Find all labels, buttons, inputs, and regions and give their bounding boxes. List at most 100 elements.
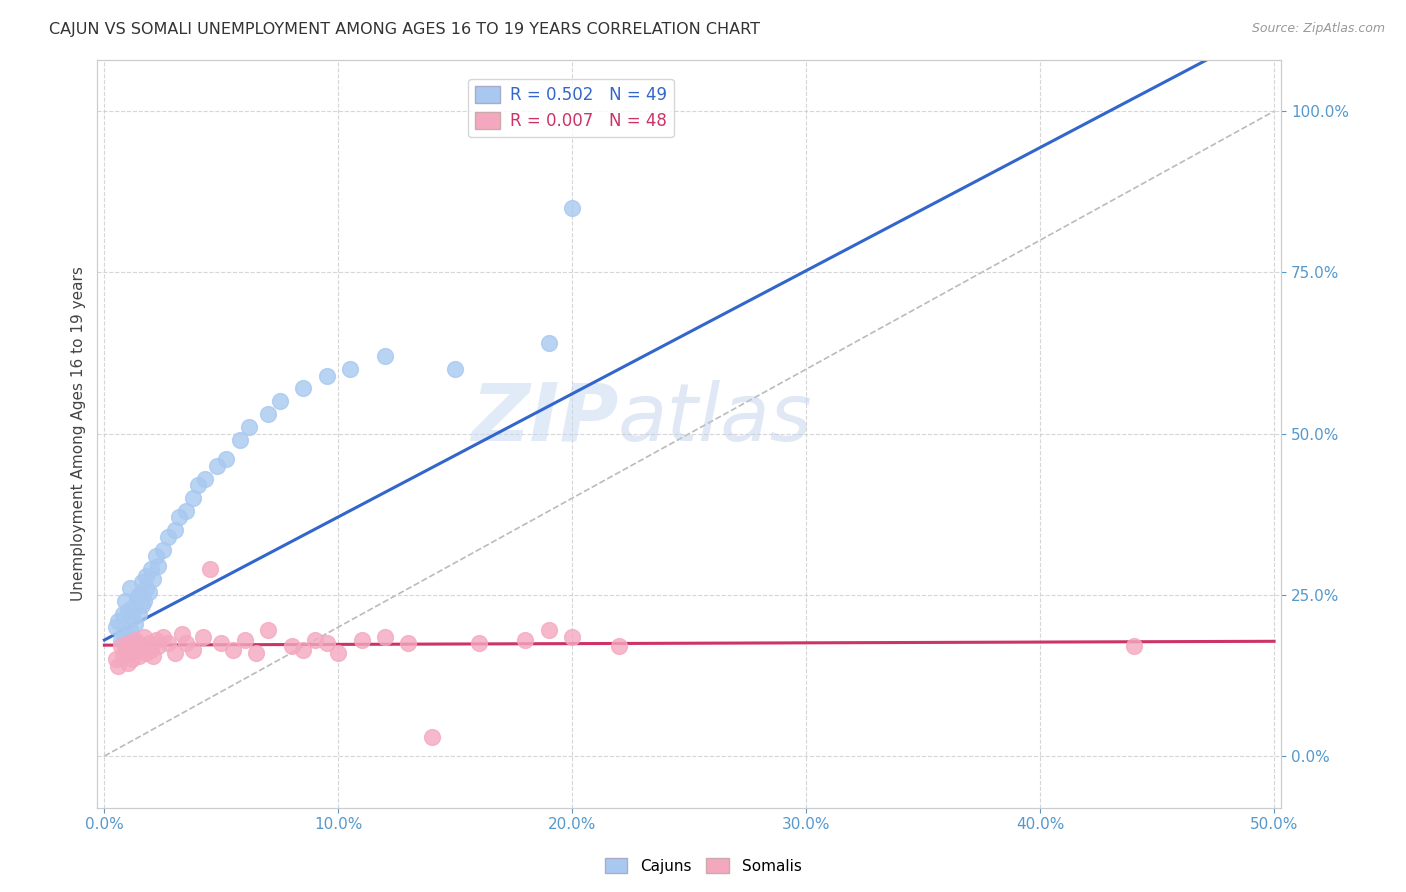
Point [467,636,489,650]
Point [117,636,139,650]
Point [107,614,129,628]
Point [222,642,245,657]
Point [127,591,149,606]
Point [350,632,373,647]
Point [135,582,157,596]
Point [444,362,467,376]
Point [170,626,193,640]
Point [120,646,142,660]
Point [120,582,142,596]
Legend: Cajuns, Somalis: Cajuns, Somalis [599,852,807,880]
Point [420,730,443,744]
Point [142,572,165,586]
Point [191,630,214,644]
Point [127,642,149,657]
Point [138,636,160,650]
Point [156,530,179,544]
Point [107,658,129,673]
Point [117,656,139,670]
Point [121,652,143,666]
Point [135,568,157,582]
Point [1122,640,1144,654]
Point [128,607,150,622]
Point [561,630,583,644]
Point [315,636,337,650]
Point [128,588,150,602]
Point [167,510,190,524]
Point [131,640,153,654]
Point [124,632,146,647]
Point [181,491,204,505]
Point [198,562,221,576]
Point [124,616,146,631]
Point [238,420,260,434]
Point [124,636,146,650]
Point [229,433,252,447]
Point [339,362,361,376]
Point [292,642,315,657]
Point [120,624,142,638]
Point [515,632,537,647]
Point [148,640,170,654]
Text: CAJUN VS SOMALI UNEMPLOYMENT AMONG AGES 16 TO 19 YEARS CORRELATION CHART: CAJUN VS SOMALI UNEMPLOYMENT AMONG AGES … [49,22,761,37]
Point [110,640,132,654]
Legend: R = 0.502   N = 49, R = 0.007   N = 48: R = 0.502 N = 49, R = 0.007 N = 48 [468,79,673,137]
Point [561,201,583,215]
Point [156,636,179,650]
Point [105,620,128,634]
Point [148,558,170,573]
Point [142,649,165,664]
Point [163,646,186,660]
Point [163,524,186,538]
Point [135,646,157,660]
Point [209,636,232,650]
Point [114,640,136,654]
Point [112,607,135,622]
Point [114,594,136,608]
Text: atlas: atlas [619,380,813,458]
Point [374,349,396,363]
Point [121,610,143,624]
Point [233,632,256,647]
Point [112,649,135,664]
Point [215,452,238,467]
Point [304,632,326,647]
Point [112,626,135,640]
Point [269,394,291,409]
Point [374,630,396,644]
Point [280,640,302,654]
Point [257,407,280,421]
Point [105,652,128,666]
Point [257,624,280,638]
Point [315,368,337,383]
Point [292,382,315,396]
Point [328,646,350,660]
Point [205,458,228,473]
Text: Source: ZipAtlas.com: Source: ZipAtlas.com [1251,22,1385,36]
Y-axis label: Unemployment Among Ages 16 to 19 years: Unemployment Among Ages 16 to 19 years [72,266,86,601]
Point [174,504,197,518]
Point [152,542,174,557]
Point [131,598,153,612]
Point [174,636,197,650]
Point [537,624,560,638]
Point [245,646,267,660]
Text: ZIP: ZIP [471,380,619,458]
Point [141,642,163,657]
Point [141,562,163,576]
Point [537,336,560,351]
Point [145,549,167,564]
Point [134,630,156,644]
Point [110,632,132,647]
Point [607,640,630,654]
Point [181,642,204,657]
Point [138,584,160,599]
Point [187,478,209,492]
Point [114,642,136,657]
Point [145,632,167,647]
Point [128,649,150,664]
Point [117,604,139,618]
Point [131,574,153,589]
Point [117,630,139,644]
Point [134,594,156,608]
